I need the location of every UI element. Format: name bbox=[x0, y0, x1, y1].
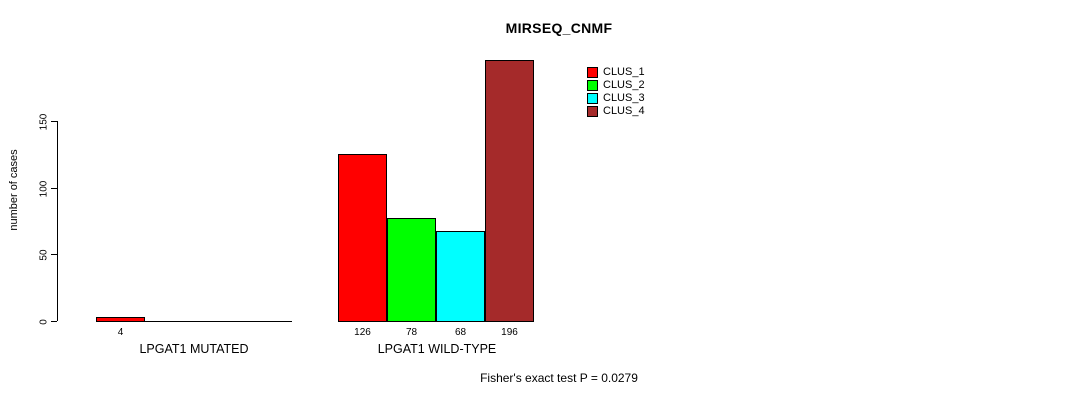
legend: CLUS_1 CLUS_2 CLUS_3 CLUS_4 bbox=[587, 66, 645, 118]
legend-entry-clus_1: CLUS_1 bbox=[587, 66, 645, 79]
legend-entry-clus_3: CLUS_3 bbox=[587, 92, 645, 105]
legend-label: CLUS_4 bbox=[603, 105, 645, 117]
y-tick-mark bbox=[51, 321, 57, 322]
bar-value-label: 4 bbox=[117, 327, 124, 338]
bar-clus_2 bbox=[387, 218, 436, 322]
bar-value-label: 126 bbox=[354, 327, 371, 338]
bar-clus_4 bbox=[485, 60, 534, 322]
bar-value-label: 68 bbox=[454, 327, 467, 338]
legend-swatch-icon bbox=[587, 80, 598, 91]
y-tick-label: 0 bbox=[38, 318, 50, 325]
y-tick-mark bbox=[51, 121, 57, 122]
y-axis-line bbox=[57, 120, 58, 321]
legend-entry-clus_4: CLUS_4 bbox=[587, 105, 645, 118]
legend-label: CLUS_1 bbox=[603, 66, 645, 78]
bar-value-label: 78 bbox=[405, 327, 418, 338]
legend-swatch-icon bbox=[587, 67, 598, 78]
chart-title: MIRSEQ_CNMF bbox=[505, 20, 613, 36]
y-tick-label: 150 bbox=[38, 113, 50, 130]
y-axis-label: number of cases bbox=[8, 149, 20, 231]
legend-swatch-icon bbox=[587, 93, 598, 104]
bar-clus_1 bbox=[96, 317, 145, 322]
legend-label: CLUS_2 bbox=[603, 79, 645, 91]
legend-label: CLUS_3 bbox=[603, 92, 645, 104]
bar-clus_3 bbox=[436, 231, 485, 322]
bar-value-label: 196 bbox=[501, 327, 518, 338]
group-label-mutated: LPGAT1 MUTATED bbox=[139, 342, 249, 356]
y-tick-label: 50 bbox=[38, 248, 50, 261]
fisher-test-annotation: Fisher's exact test P = 0.0279 bbox=[480, 371, 638, 385]
legend-swatch-icon bbox=[587, 106, 598, 117]
bar-zero-clus_2 bbox=[145, 321, 194, 322]
y-tick-label: 100 bbox=[38, 180, 50, 197]
legend-entry-clus_2: CLUS_2 bbox=[587, 79, 645, 92]
group-label-wildtype: LPGAT1 WILD-TYPE bbox=[377, 342, 497, 356]
y-tick-mark bbox=[51, 188, 57, 189]
y-tick-mark bbox=[51, 254, 57, 255]
bar-zero-clus_3 bbox=[194, 321, 243, 322]
bar-clus_1 bbox=[338, 154, 387, 322]
bar-zero-clus_4 bbox=[243, 321, 292, 322]
